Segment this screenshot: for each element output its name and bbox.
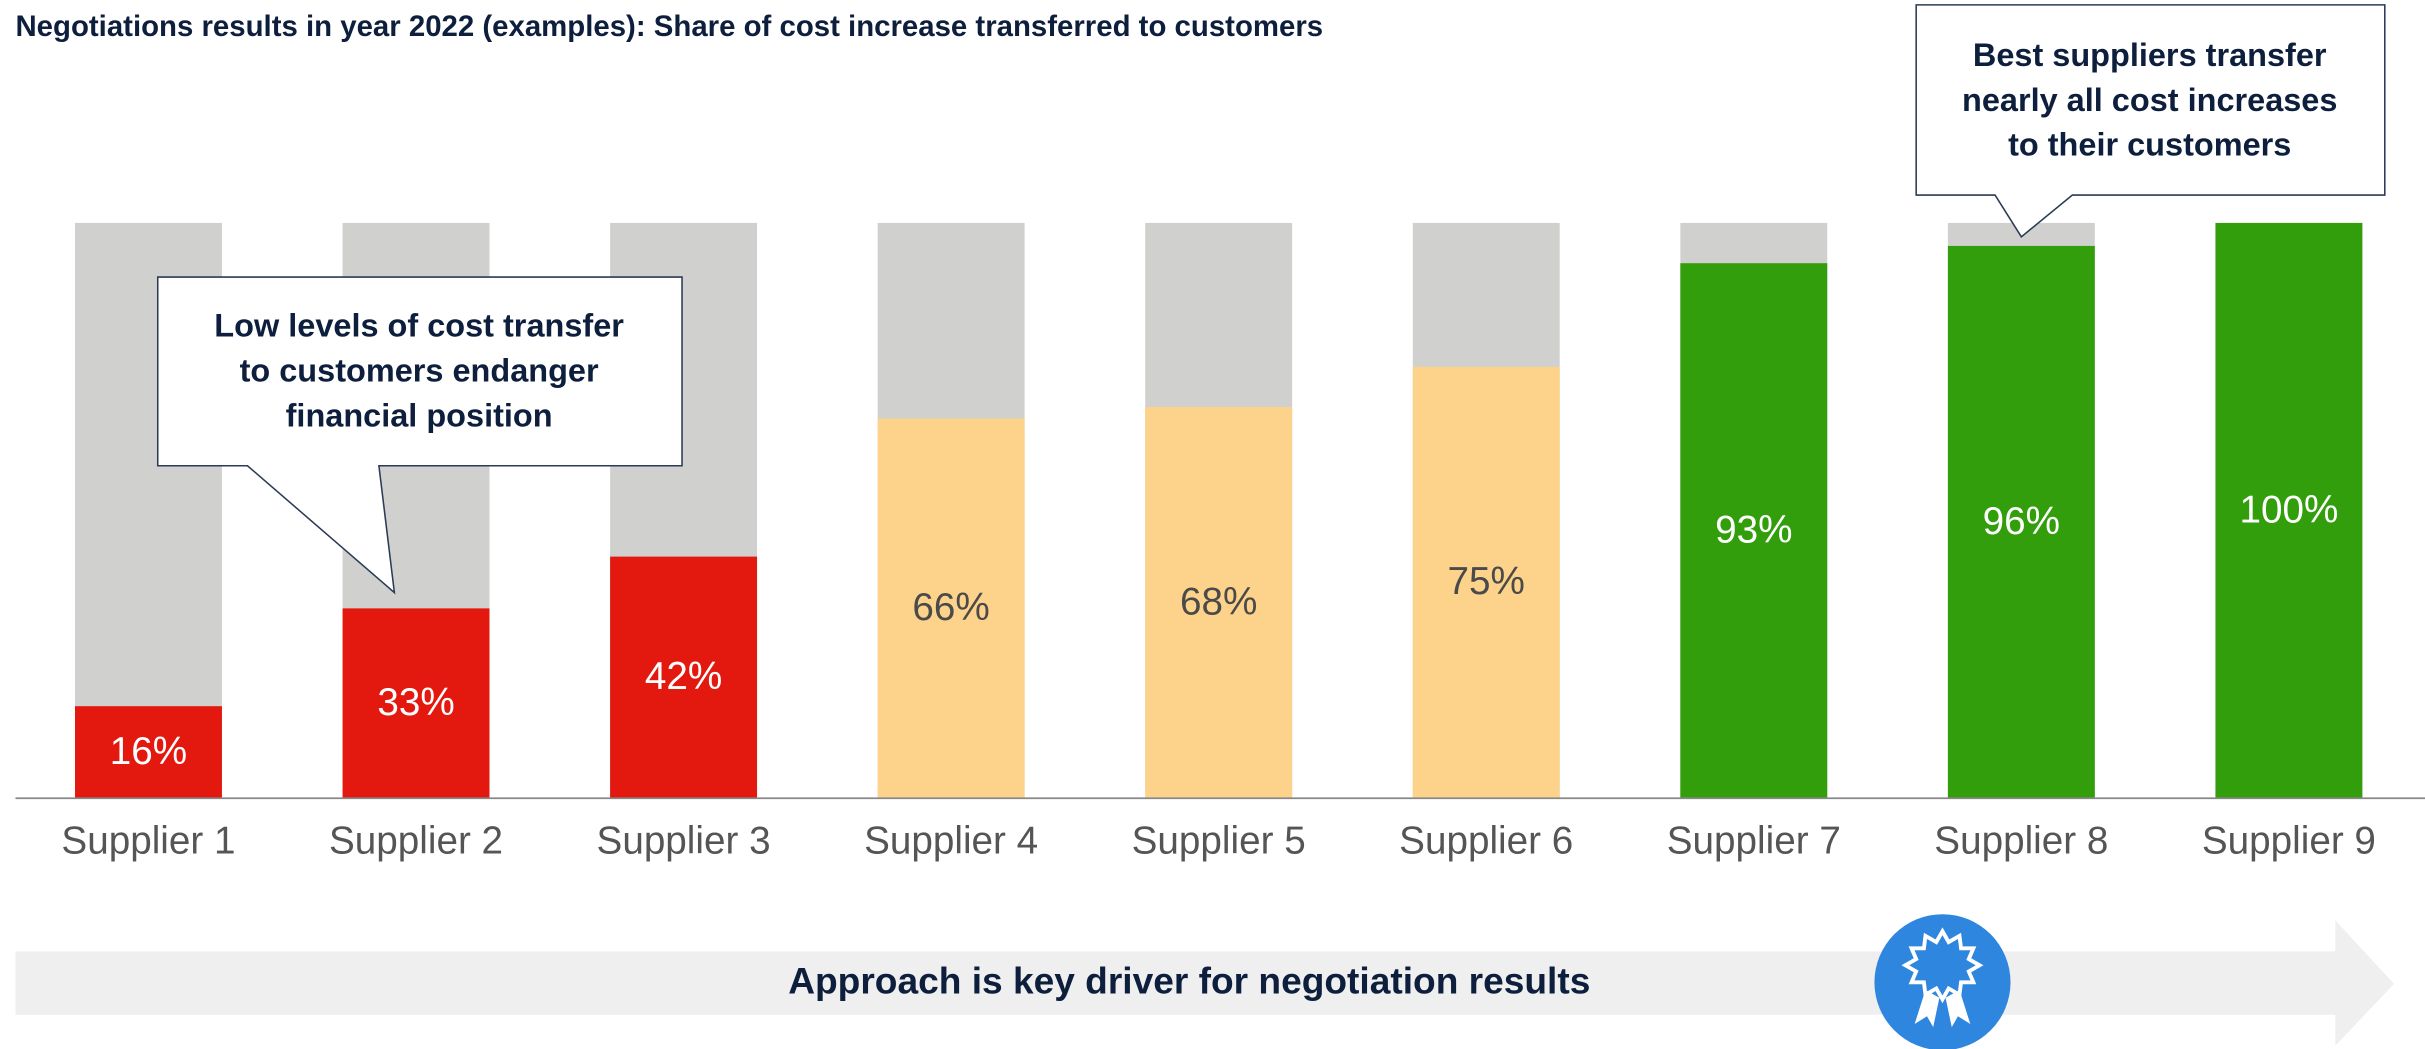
x-tick-label: Supplier 2 xyxy=(329,819,503,862)
data-label: 16% xyxy=(110,730,187,773)
bar xyxy=(610,556,758,799)
footer-text: Approach is key driver for negotiation r… xyxy=(788,960,1590,1002)
x-tick-label: Supplier 3 xyxy=(597,819,771,862)
annotation: Best suppliers transfer xyxy=(1973,37,2327,73)
data-label: 68% xyxy=(1180,580,1257,623)
chart-title: Negotiations results in year 2022 (examp… xyxy=(15,10,1323,43)
x-tick-label: Supplier 8 xyxy=(1934,819,2108,862)
x-tick-label: Supplier 7 xyxy=(1667,819,1841,862)
callout-box xyxy=(1915,4,2386,238)
arrow xyxy=(15,920,2395,1046)
annotation: to customers endanger xyxy=(240,353,599,389)
x-tick-label: Supplier 5 xyxy=(1132,819,1306,862)
bar xyxy=(1947,245,2095,799)
data-label: 93% xyxy=(1715,508,1792,551)
x-tick-label: Supplier 6 xyxy=(1399,819,1573,862)
data-label: 75% xyxy=(1448,560,1525,603)
annotation: Low levels of cost transfer xyxy=(214,308,624,344)
bar xyxy=(877,418,1025,799)
bar xyxy=(1680,263,1828,799)
badge-star xyxy=(1901,927,1984,1004)
bar xyxy=(1145,407,1293,799)
badge-circle xyxy=(1874,914,2011,1049)
callouts: Low levels of cost transfer to customers … xyxy=(156,4,2386,595)
bar xyxy=(1412,366,1560,799)
x-tick-label: Supplier 4 xyxy=(864,819,1038,862)
x-tick-label: Supplier 9 xyxy=(2202,819,2376,862)
x-tick-label: Supplier 1 xyxy=(61,819,235,862)
data-label: 66% xyxy=(912,586,989,629)
data-label: 100% xyxy=(2239,488,2338,531)
bar xyxy=(342,608,490,799)
callout-box xyxy=(156,276,683,595)
bar xyxy=(75,706,222,799)
badge-ribbon xyxy=(1914,990,1971,1028)
annotation: financial position xyxy=(286,397,553,433)
annotation: nearly all cost increases xyxy=(1962,82,2337,118)
badge-icon xyxy=(1874,914,2011,1049)
bar xyxy=(2215,222,2363,799)
data-label: 42% xyxy=(645,655,722,698)
data-label: 96% xyxy=(1983,500,2060,543)
data-label: 33% xyxy=(377,681,454,724)
annotation: to their customers xyxy=(2008,127,2291,163)
